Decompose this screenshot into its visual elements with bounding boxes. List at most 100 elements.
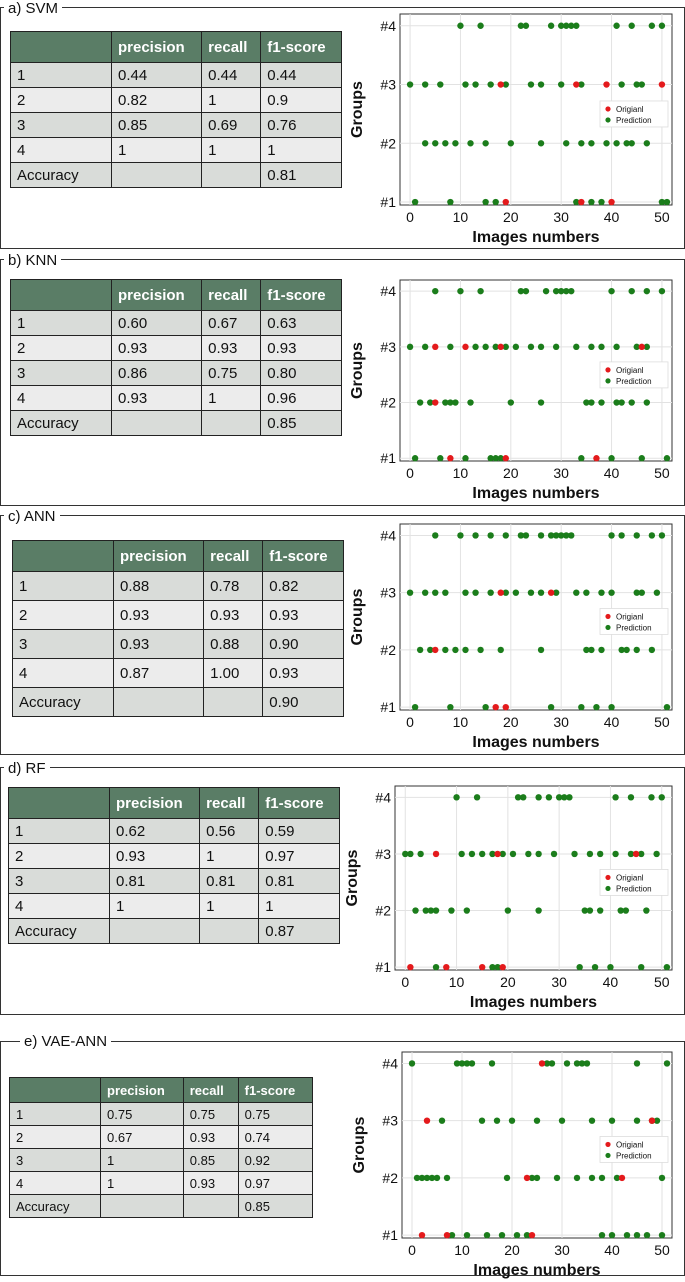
table-cell: 0.93	[112, 629, 205, 659]
y-axis-label: Groups	[351, 1116, 368, 1173]
prediction-point	[552, 287, 560, 295]
original-point	[648, 1117, 656, 1124]
original-point	[418, 1231, 426, 1239]
table-cell: 0.93	[262, 600, 344, 630]
prediction-point	[563, 287, 570, 295]
table-cell: 1	[201, 137, 262, 163]
prediction-point	[603, 140, 610, 147]
prediction-point	[547, 703, 555, 711]
legend-label: Origianl	[616, 105, 644, 114]
legend-marker	[605, 117, 611, 123]
prediction-point	[561, 794, 568, 801]
prediction-point	[588, 343, 595, 351]
panel-title: a) SVM	[4, 0, 63, 18]
prediction-point	[427, 907, 435, 914]
original-point	[528, 1231, 536, 1239]
y-tick-label: #3	[380, 77, 396, 93]
prediction-point	[633, 589, 640, 596]
prediction-point	[583, 1060, 591, 1067]
prediction-point	[492, 343, 499, 351]
table-cell: 3	[10, 112, 112, 138]
original-point	[603, 81, 610, 88]
prediction-point	[627, 850, 635, 858]
prediction-point	[512, 589, 520, 596]
prediction-point	[468, 850, 476, 858]
original-point	[462, 343, 469, 351]
table-cell: 0.75	[100, 1102, 184, 1126]
prediction-point	[537, 81, 545, 88]
original-point	[443, 1231, 451, 1239]
prediction-point	[648, 646, 656, 654]
table-cell: 0.56	[199, 818, 260, 844]
x-tick-label: 0	[406, 714, 414, 730]
prediction-point	[472, 343, 479, 351]
table-row: 1 0.88 0.78 0.82	[12, 571, 344, 601]
y-tick-label: #1	[382, 1227, 398, 1243]
prediction-point	[545, 794, 553, 801]
prediction-point	[566, 794, 573, 801]
x-axis-label: Images numbers	[472, 485, 599, 502]
original-point	[547, 589, 555, 596]
original-point	[479, 963, 486, 971]
x-tick-label: 50	[654, 209, 670, 225]
prediction-point	[422, 907, 429, 914]
table-row: 2 0.82 1 0.9	[10, 87, 342, 113]
table-cell: 0.93	[262, 658, 344, 688]
table-row: 1 0.60 0.67 0.63	[10, 310, 342, 336]
prediction-point	[525, 850, 532, 858]
panel-title: b) KNN	[4, 252, 62, 270]
table-cell: 0.69	[201, 112, 262, 138]
legend-label: Origianl	[616, 366, 644, 375]
prediction-point	[623, 1231, 631, 1239]
x-tick-label: 30	[553, 465, 569, 481]
prediction-point	[462, 646, 469, 654]
prediction-point	[658, 1174, 666, 1182]
prediction-point	[512, 343, 520, 351]
table-cell	[110, 410, 203, 436]
prediction-point	[497, 455, 504, 462]
original-point	[608, 198, 615, 206]
prediction-point	[663, 198, 671, 206]
original-point	[407, 963, 414, 971]
table-cell: 0.93	[112, 600, 205, 630]
panel-title: c) ANN	[4, 508, 60, 526]
prediction-point	[522, 287, 530, 295]
prediction-point	[568, 287, 575, 295]
prediction-point	[412, 907, 419, 914]
prediction-point	[613, 22, 620, 29]
metrics-table: precision recall f1-score 1 0.62 0.56 0.59 2 0.9…	[8, 787, 340, 944]
prediction-point	[477, 646, 484, 654]
prediction-point	[462, 455, 469, 462]
prediction-point	[477, 287, 484, 295]
prediction-point	[633, 343, 640, 351]
prediction-point	[573, 1060, 581, 1067]
prediction-point	[596, 850, 604, 858]
legend-label: Prediction	[616, 884, 652, 893]
prediction-point	[537, 589, 545, 596]
x-tick-label: 10	[453, 465, 469, 481]
panel-title: d) RF	[4, 760, 50, 778]
prediction-point	[643, 399, 651, 406]
y-tick-label: #1	[380, 699, 396, 715]
prediction-point	[442, 140, 449, 147]
table-cell: 1	[8, 818, 110, 844]
table-row: 3 0.86 0.75 0.80	[10, 360, 342, 386]
prediction-point	[432, 532, 439, 539]
prediction-point	[583, 589, 590, 596]
prediction-point	[643, 907, 650, 914]
table-cell: 0.75	[237, 1102, 314, 1126]
y-tick-label: #2	[380, 135, 396, 151]
prediction-point	[658, 794, 665, 801]
original-point	[432, 343, 439, 351]
prediction-point	[447, 343, 454, 351]
prediction-point	[598, 399, 605, 406]
table-header-row: precision recall f1-score	[8, 787, 340, 819]
legend-label: Prediction	[616, 116, 652, 125]
table-cell: 0.81	[108, 868, 201, 894]
prediction-point	[578, 455, 585, 462]
prediction-point	[628, 22, 635, 29]
prediction-point	[612, 850, 619, 858]
table-cell: 0.93	[182, 1125, 239, 1149]
table-cell: Accuracy	[8, 918, 110, 944]
